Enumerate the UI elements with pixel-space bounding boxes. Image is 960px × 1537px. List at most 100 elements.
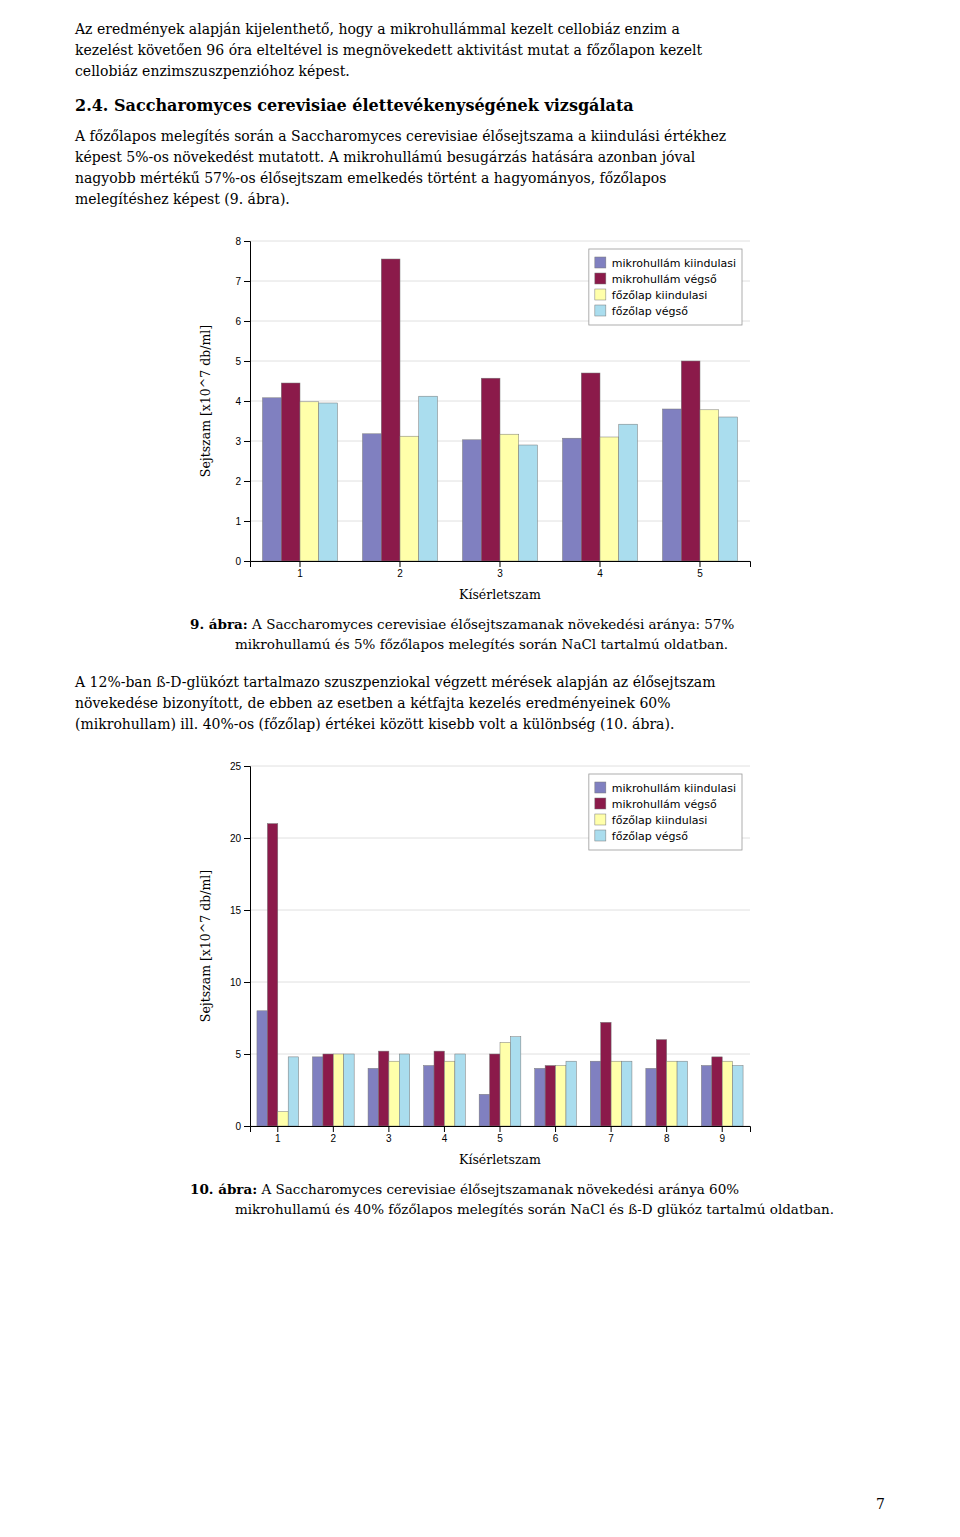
chart: 1234567890510152025KísérletszamSejtszam …: [198, 761, 751, 1167]
x-tick-mark: [277, 1126, 278, 1132]
x-tick-mark: [555, 1126, 556, 1132]
bar: [363, 434, 382, 561]
y-tick: 20: [230, 833, 250, 844]
bar: [563, 438, 582, 561]
bar: [313, 1057, 323, 1126]
y-tick: 7: [235, 276, 250, 287]
y-tick-label: 2: [235, 476, 241, 487]
x-tick-label: 2: [331, 1133, 337, 1144]
legend-label: főzőlap kiindulasi: [612, 814, 707, 827]
y-tick: 5: [235, 1049, 250, 1060]
legend-item: mikrohullám végső: [595, 798, 717, 811]
bar: [667, 1061, 677, 1126]
legend-swatch: [595, 257, 606, 268]
legend-item: főzőlap végső: [595, 305, 688, 318]
legend-label: mikrohullám kiindulasi: [612, 257, 736, 270]
x-axis-line: [251, 1127, 751, 1133]
x-tick-label: 4: [442, 1133, 448, 1144]
y-tick-label: 7: [235, 276, 241, 287]
legend-item: főzőlap kiindulasi: [595, 289, 707, 302]
paragraph-line: cellobiáz enzimszuszpenzióhoz képest.: [75, 63, 350, 79]
bar: [733, 1066, 743, 1126]
page: Az eredmények alapján kijelenthető, hogy…: [0, 0, 960, 1537]
y-tick-label: 4: [235, 396, 241, 407]
x-tick: 7: [608, 1126, 614, 1144]
y-tick-label: 10: [230, 977, 242, 988]
bar: [368, 1068, 378, 1126]
paragraph-line: (mikrohullam) ill. 40%-os (főzőlap) érté…: [75, 716, 674, 732]
y-tick-mark: [244, 401, 250, 402]
bar: [333, 1054, 343, 1126]
y-tick: 10: [230, 977, 250, 988]
bars: [263, 259, 738, 561]
x-axis-line: [251, 562, 751, 568]
legend-label: mikrohullám kiindulasi: [612, 782, 736, 795]
caption-label: 10. ábra:: [190, 1181, 257, 1197]
y-axis: 012345678: [235, 236, 250, 567]
x-tick-mark: [722, 1126, 723, 1132]
x-tick-mark: [666, 1126, 667, 1132]
bar: [700, 410, 719, 561]
bar: [677, 1061, 687, 1126]
bar: [611, 1061, 621, 1126]
y-tick-label: 1: [235, 516, 241, 527]
caption-text: mikrohullamú és 5% főzőlapos melegítés s…: [235, 636, 728, 652]
bar: [288, 1057, 298, 1126]
heading: 2.4. Saccharomyces cerevisiae élettevéke…: [75, 96, 634, 115]
x-tick-mark: [700, 561, 701, 567]
grid-line: [250, 982, 750, 983]
x-axis: 12345: [251, 561, 751, 579]
legend-label: mikrohullám végső: [612, 798, 717, 811]
y-tick-label: 5: [235, 1049, 241, 1060]
legend-label: mikrohullám végső: [612, 273, 717, 286]
x-tick-label: 3: [386, 1133, 392, 1144]
y-axis-line: [244, 242, 251, 562]
y-tick-mark: [244, 561, 250, 562]
x-tick-label: 6: [553, 1133, 559, 1144]
caption: 9. ábra: A Saccharomyces cerevisiae élős…: [190, 616, 734, 632]
y-tick-label: 20: [230, 833, 242, 844]
y-tick-mark: [244, 521, 250, 522]
bar-series: [300, 402, 719, 561]
legend-item: főzőlap végső: [595, 830, 688, 843]
caption-label: 9. ábra:: [190, 616, 248, 632]
y-axis-line: [244, 767, 251, 1127]
x-tick: 5: [697, 561, 703, 579]
y-tick-label: 5: [235, 356, 241, 367]
x-tick: 3: [497, 561, 503, 579]
x-tick-label: 1: [297, 568, 303, 579]
bar: [399, 1054, 409, 1126]
bar: [263, 398, 282, 561]
legend-swatch: [595, 305, 606, 316]
bar-series: [319, 396, 738, 561]
x-tick: 2: [331, 1126, 337, 1144]
bar: [257, 1011, 267, 1126]
bar: [701, 1066, 711, 1126]
y-tick-mark: [244, 766, 250, 767]
x-tick-mark: [500, 561, 501, 567]
x-tick: 1: [275, 1126, 281, 1144]
legend-swatch: [595, 830, 606, 841]
y-tick-label: 3: [235, 436, 241, 447]
x-tick: 1: [297, 561, 303, 579]
bar-series: [281, 259, 700, 561]
bar: [566, 1061, 576, 1126]
y-axis-title: Sejtszam [x10^7 db/ml]: [198, 325, 213, 477]
y-tick-mark: [244, 361, 250, 362]
page-number: 7: [876, 1496, 885, 1512]
y-tick-label: 25: [230, 761, 242, 772]
paragraph-line: A 12%-ban ß-D-glükózt tartalmazo szuszpe…: [74, 674, 715, 690]
y-tick-mark: [244, 281, 250, 282]
y-tick: 2: [235, 476, 250, 487]
y-tick-label: 0: [235, 556, 241, 567]
x-tick: 4: [442, 1126, 448, 1144]
x-tick-mark: [333, 1126, 334, 1132]
bar-series: [278, 1042, 733, 1126]
bar-series: [257, 1011, 712, 1126]
y-tick: 8: [235, 236, 250, 247]
legend-item: mikrohullám kiindulasi: [595, 257, 736, 270]
x-tick-label: 7: [608, 1133, 614, 1144]
legend-swatch: [595, 798, 606, 809]
x-axis-title: Kísérletszam: [459, 1152, 541, 1167]
bar: [681, 361, 700, 561]
